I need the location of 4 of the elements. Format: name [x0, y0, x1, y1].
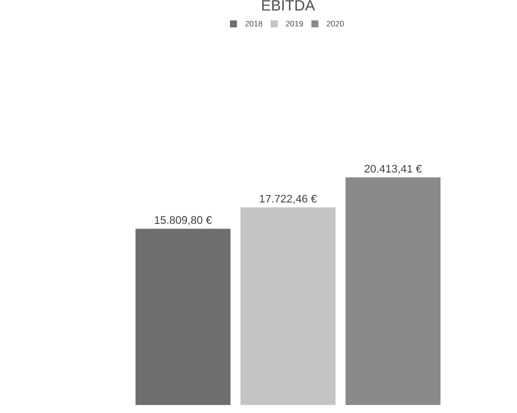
- data-label: 15.809,80 €: [154, 216, 212, 226]
- chart-title: EBITDA: [262, 0, 315, 10]
- data-label: 20.413,41 €: [364, 164, 422, 174]
- data-label: 17.722,46 €: [260, 194, 317, 204]
